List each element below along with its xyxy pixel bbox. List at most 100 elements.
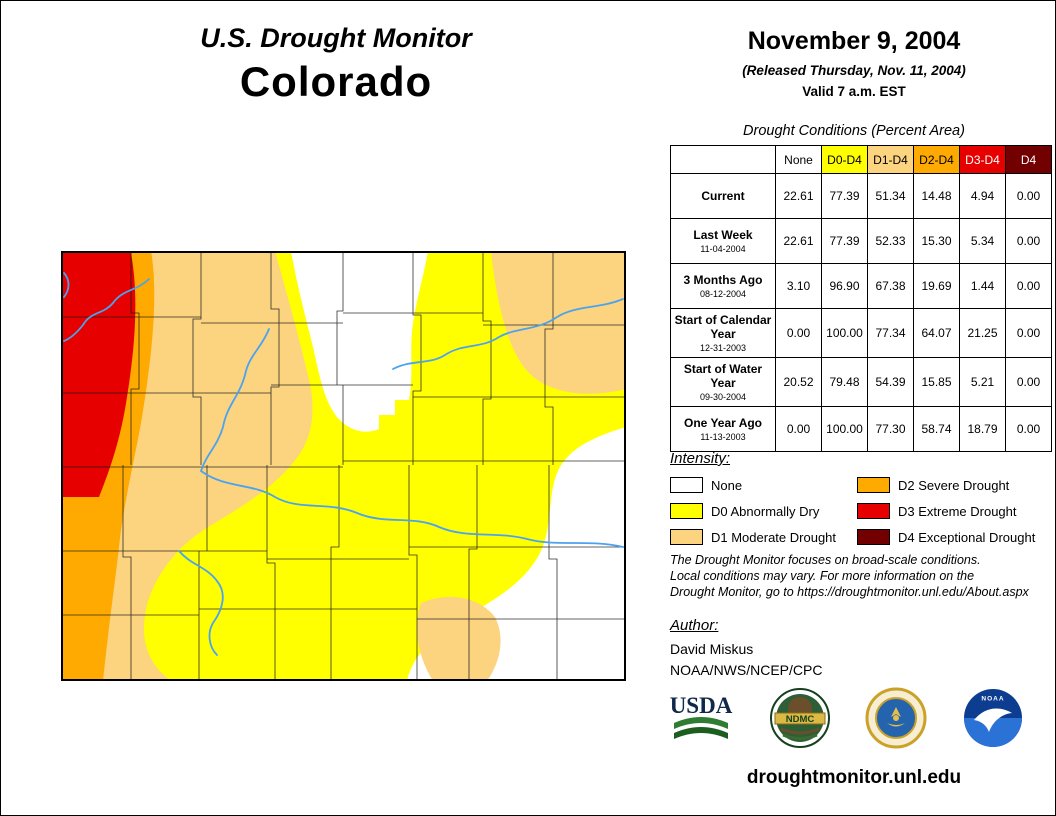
disclaimer-line: Drought Monitor, go to https://droughtmo… — [670, 585, 1029, 599]
ndmc-banner — [774, 712, 826, 725]
table-row: Start of Calendar Year 12-31-2003 0.00 100.… — [670, 308, 1052, 358]
row-date: 08-12-2004 — [699, 289, 747, 299]
usda-logo: USDA — [670, 693, 733, 739]
column-header-d1-d4: D1-D4 — [867, 145, 914, 174]
value-cell-d2-d4: 15.30 — [913, 218, 960, 264]
value-cell-d1-d4: 77.30 — [867, 406, 914, 452]
value-cell-d2-d4: 19.69 — [913, 263, 960, 309]
drought-table: None D0-D4 D1-D4 D2-D4 D3-D4 D4 Current 22.61 7… — [670, 145, 1052, 452]
value-cell-d1-d4: 54.39 — [867, 357, 914, 407]
column-header-none: None — [775, 145, 822, 174]
ndmc-logo-text: NDMC — [785, 714, 814, 725]
river-lines — [63, 272, 624, 656]
legend-item-d4: D4 Exceptional Drought — [857, 524, 1044, 550]
legend-item-d3: D3 Extreme Drought — [857, 498, 1044, 524]
row-label: Start of Water Year — [683, 362, 763, 390]
usda-swoosh-lower-icon — [674, 727, 728, 739]
value-cell-none: 22.61 — [775, 173, 822, 219]
noaa-lower-half — [963, 718, 1022, 747]
value-cell-d0-d4: 77.39 — [821, 218, 868, 264]
table-row: One Year Ago 11-13-2003 0.00 100.00 77.30 58.… — [670, 406, 1052, 452]
legend-swatch-none — [670, 477, 703, 493]
row-header: 3 Months Ago 08-12-2004 — [670, 263, 776, 309]
table-header-row: None D0-D4 D1-D4 D2-D4 D3-D4 D4 — [670, 145, 1052, 174]
legend-swatch-d1 — [670, 529, 703, 545]
author-org: NOAA/NWS/NCEP/CPC — [670, 662, 823, 678]
disclaimer: The Drought Monitor focuses on broad-sca… — [670, 552, 1029, 600]
value-cell-none: 0.00 — [775, 308, 822, 358]
disclaimer-line: The Drought Monitor focuses on broad-sca… — [670, 553, 981, 567]
noaa-bird-icon — [973, 708, 1012, 732]
logo-row: USDA NDMC — [668, 687, 1024, 749]
table-row: Last Week 11-04-2004 22.61 77.39 52.33 15.30 5… — [670, 218, 1052, 264]
release-date: (Released Thursday, Nov. 11, 2004) — [742, 63, 966, 78]
column-header-d3-d4: D3-D4 — [959, 145, 1006, 174]
value-cell-d4: 0.00 — [1005, 218, 1052, 264]
map-container — [61, 251, 626, 681]
legend-label: D2 Severe Drought — [898, 477, 1010, 493]
legend-swatch-d4 — [857, 529, 890, 545]
usda-swoosh-upper-icon — [674, 717, 728, 729]
drought-region-fills — [61, 251, 626, 681]
value-cell-d4: 0.00 — [1005, 263, 1052, 309]
legend-swatch-d3 — [857, 503, 890, 519]
legend-swatch-d0 — [670, 503, 703, 519]
region-none-east — [407, 427, 626, 681]
author-heading: Author: — [670, 617, 719, 634]
row-label: Last Week — [693, 228, 753, 242]
state-border — [61, 251, 626, 681]
value-cell-none: 22.61 — [775, 218, 822, 264]
noaa-logo: NOAA — [963, 689, 1022, 747]
value-cell-d0-d4: 100.00 — [821, 406, 868, 452]
legend-item-d1: D1 Moderate Drought — [670, 524, 857, 550]
commerce-base-icon — [887, 723, 906, 727]
commerce-center-dot — [893, 715, 900, 721]
value-cell-none: 0.00 — [775, 406, 822, 452]
value-cell-d1-d4: 67.38 — [867, 263, 914, 309]
value-cell-none: 3.10 — [775, 263, 822, 309]
county-boundaries — [61, 251, 626, 681]
value-cell-d1-d4: 51.34 — [867, 173, 914, 219]
value-cell-d2-d4: 58.74 — [913, 406, 960, 452]
info-panel: November 9, 2004 (Released Thursday, Nov… — [656, 1, 1052, 815]
legend-title: Intensity: — [670, 450, 731, 467]
table-corner-cell — [670, 145, 776, 174]
row-date: 12-31-2003 — [699, 343, 747, 353]
site-url: droughtmonitor.unl.edu — [746, 767, 962, 788]
commerce-eagle-icon — [891, 707, 902, 717]
legend-item-d0: D0 Abnormally Dry — [670, 498, 857, 524]
value-cell-d3-d4: 18.79 — [959, 406, 1006, 452]
column-header-d0-d4: D0-D4 — [821, 145, 868, 174]
value-cell-d3-d4: 5.21 — [959, 357, 1006, 407]
value-cell-d3-d4: 1.44 — [959, 263, 1006, 309]
table-row: Start of Water Year 09-30-2004 20.52 79.48 5… — [670, 357, 1052, 407]
legend-label: D1 Moderate Drought — [711, 529, 837, 545]
row-label: Start of Calendar Year — [674, 313, 772, 341]
table-row: Current 22.61 77.39 51.34 14.48 4.94 0.00 — [670, 173, 1052, 219]
row-label: One Year Ago — [683, 416, 763, 430]
legend-swatch-d2 — [857, 477, 890, 493]
author-name: David Miskus — [670, 641, 754, 657]
legend-label: D4 Exceptional Drought — [898, 529, 1036, 545]
region-d1-northeast — [491, 251, 626, 394]
state-name: Colorado — [239, 58, 433, 105]
region-d1-south — [417, 596, 501, 681]
value-cell-d1-d4: 77.34 — [867, 308, 914, 358]
row-label: 3 Months Ago — [683, 273, 763, 287]
column-header-d2-d4: D2-D4 — [913, 145, 960, 174]
noaa-logo-text: NOAA — [981, 696, 1004, 703]
value-cell-d0-d4: 79.48 — [821, 357, 868, 407]
ndmc-logo: NDMC — [769, 688, 830, 748]
value-cell-d0-d4: 96.90 — [821, 263, 868, 309]
value-cell-d4: 0.00 — [1005, 173, 1052, 219]
table-row: 3 Months Ago 08-12-2004 3.10 96.90 67.38 19.6… — [670, 263, 1052, 309]
value-cell-d3-d4: 5.34 — [959, 218, 1006, 264]
legend-label: D0 Abnormally Dry — [711, 503, 820, 519]
row-header: Start of Calendar Year 12-31-2003 — [670, 308, 776, 358]
row-label: Current — [701, 189, 745, 203]
value-cell-d2-d4: 64.07 — [913, 308, 960, 358]
river-lines-path — [63, 272, 624, 656]
commerce-seal-logo — [865, 687, 927, 749]
map-date: November 9, 2004 — [747, 27, 961, 55]
row-header: One Year Ago 11-13-2003 — [670, 406, 776, 452]
